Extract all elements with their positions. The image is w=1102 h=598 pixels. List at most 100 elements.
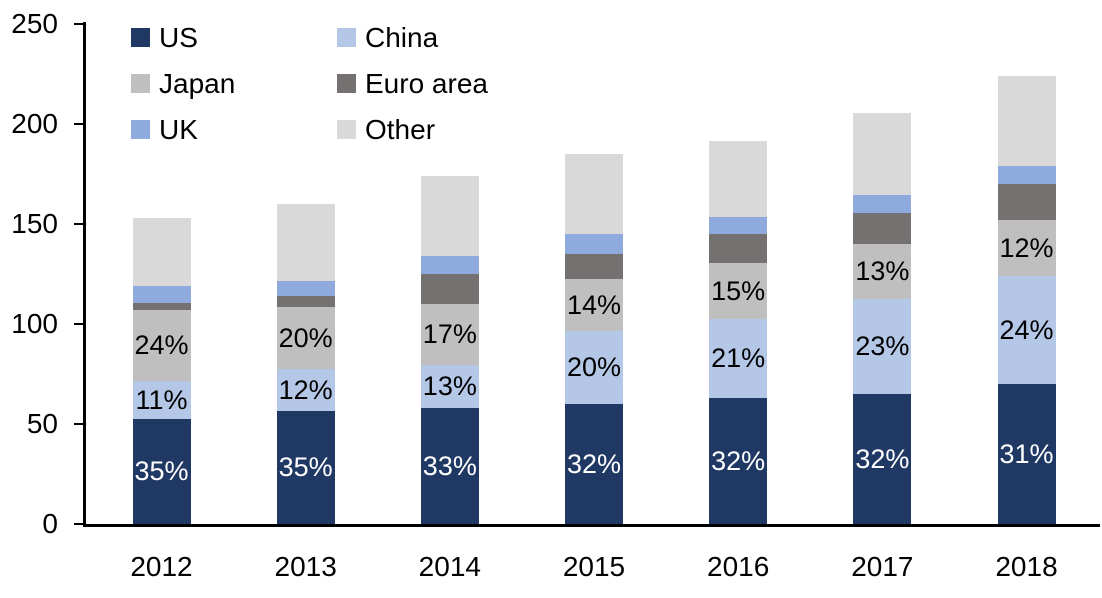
bar-segment-other: [709, 140, 768, 217]
bar-segment-china: [132, 380, 191, 419]
segment-label-japan: 20%: [278, 322, 333, 353]
y-tick-label: 100: [11, 307, 58, 339]
y-axis-line: [83, 22, 86, 526]
bar-segment-us: [276, 410, 335, 524]
segment-label-us: 32%: [711, 445, 766, 476]
segment-label-us: 31%: [999, 438, 1054, 469]
bar-segment-japan: [565, 278, 623, 331]
chart-legend: US China Japan Euro area UK Other: [131, 21, 488, 146]
x-axis-line: [83, 523, 1100, 527]
bar-segment-china: [276, 368, 335, 411]
bar-segment-uk: [709, 216, 768, 234]
bar-segment-other: [853, 112, 912, 195]
bar-segment-uk: [276, 280, 335, 296]
bar-segment-uk: [132, 285, 191, 303]
y-tick-mark: [74, 22, 83, 25]
segment-label-china: 20%: [566, 352, 622, 382]
legend-item-china: China: [337, 21, 488, 54]
bar-segment-japan: [276, 306, 335, 369]
legend-swatch-uk: [131, 120, 150, 139]
legend-label: Euro area: [365, 67, 488, 99]
y-tick-label: 50: [26, 407, 58, 439]
bar-segment-euro-area: [132, 302, 191, 310]
bar-segment-other: [565, 153, 623, 234]
legend-item-us: US: [131, 21, 337, 54]
segment-label-japan: 14%: [566, 289, 622, 320]
y-tick-mark: [74, 222, 83, 225]
legend-label: UK: [159, 113, 198, 145]
segment-label-china: 11%: [135, 384, 188, 415]
y-tick-label: 0: [42, 507, 58, 539]
bar-segment-japan: [709, 262, 768, 319]
bar-segment-us: [709, 397, 768, 524]
legend-swatch-us: [131, 28, 150, 47]
x-tick-label-2017: 2017: [851, 551, 914, 582]
segment-label-japan: 12%: [999, 232, 1054, 263]
y-tick-mark: [74, 422, 83, 425]
legend-swatch-china: [337, 28, 356, 47]
bar-segment-other: [420, 175, 479, 256]
bar-segment-japan: [132, 309, 191, 381]
segment-label-china: 23%: [855, 331, 910, 361]
bar-segment-china: [997, 275, 1056, 384]
legend-swatch-other: [337, 120, 356, 139]
bar-segment-euro-area: [997, 183, 1056, 220]
segment-label-china: 24%: [999, 314, 1054, 345]
segment-label-japan: 13%: [855, 256, 910, 286]
bar-segment-japan: [420, 303, 479, 365]
x-tick-label-2013: 2013: [274, 551, 337, 582]
bar-segment-china: [709, 318, 768, 398]
bar-segment-us: [565, 403, 623, 524]
bar-segment-other: [132, 217, 191, 286]
legend-item-japan: Japan: [131, 67, 337, 100]
y-tick-mark: [74, 122, 83, 125]
legend-swatch-japan: [131, 74, 150, 93]
segment-label-japan: 15%: [711, 275, 766, 306]
legend-item-other: Other: [337, 113, 488, 146]
segment-label-china: 21%: [711, 343, 766, 373]
bar-segment-japan: [853, 243, 912, 299]
bar-segment-us: [853, 393, 912, 524]
segment-label-us: 35%: [134, 456, 189, 486]
bar-segment-euro-area: [853, 212, 912, 244]
bar-segment-japan: [997, 219, 1056, 276]
bar-segment-china: [853, 298, 912, 394]
y-tick-mark: [74, 322, 83, 325]
bar-segment-euro-area: [276, 295, 335, 307]
segment-label-china: 13%: [422, 371, 477, 401]
x-tick-label-2014: 2014: [418, 551, 481, 582]
bar-segment-uk: [565, 233, 623, 254]
legend-swatch-euro-area: [337, 74, 356, 93]
bar-segment-euro-area: [709, 233, 768, 263]
bar-segment-china: [420, 364, 479, 408]
y-tick-mark: [74, 522, 83, 525]
y-tick-label: 200: [11, 107, 58, 139]
x-tick-label-2012: 2012: [130, 551, 193, 582]
bar-segment-china: [565, 330, 623, 404]
segment-label-us: 32%: [566, 448, 622, 479]
segment-label-us: 32%: [855, 443, 910, 474]
bar-segment-uk: [997, 165, 1056, 184]
y-tick-label: 150: [11, 207, 58, 239]
x-tick-label-2015: 2015: [562, 551, 626, 582]
legend-item-euro-area: Euro area: [337, 67, 488, 100]
bar-segment-uk: [853, 194, 912, 213]
bar-segment-uk: [420, 255, 479, 274]
segment-label-japan: 17%: [422, 319, 477, 349]
x-tick-label-2016: 2016: [707, 551, 770, 582]
legend-label: China: [365, 21, 439, 53]
x-tick-label-2018: 2018: [995, 551, 1058, 582]
segment-label-us: 35%: [278, 452, 333, 482]
bar-segment-us: [132, 418, 191, 524]
segment-label-japan: 24%: [134, 330, 189, 360]
y-tick-label: 250: [11, 7, 58, 39]
bar-segment-other: [997, 75, 1056, 166]
bar-segment-us: [997, 383, 1056, 524]
segment-label-us: 33%: [422, 450, 477, 481]
segment-label-china: 12%: [278, 374, 333, 405]
bar-segment-other: [276, 203, 335, 281]
bar-segment-us: [420, 407, 479, 524]
legend-label: Japan: [159, 67, 236, 99]
bar-segment-euro-area: [565, 253, 623, 279]
